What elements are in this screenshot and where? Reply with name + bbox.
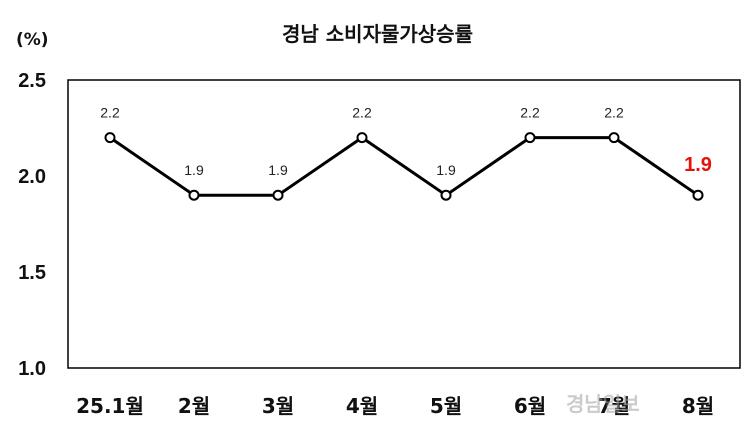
data-label: 1.9 xyxy=(436,162,456,178)
data-point-marker xyxy=(104,132,116,144)
data-label: 1.9 xyxy=(268,162,288,178)
data-label: 1.9 xyxy=(184,162,204,178)
x-tick-label: 5월 xyxy=(430,394,462,418)
data-point-marker xyxy=(440,189,452,201)
data-point-marker xyxy=(188,189,200,201)
data-label: 2.2 xyxy=(100,105,120,121)
data-point-marker xyxy=(692,189,704,201)
data-label: 2.2 xyxy=(352,105,372,121)
data-point-marker xyxy=(524,132,536,144)
x-tick-label: 8월 xyxy=(682,394,714,418)
x-tick-label: 2월 xyxy=(178,394,210,418)
chart-title: 경남 소비자물가상승률 xyxy=(282,22,473,46)
series-line xyxy=(109,136,699,197)
y-tick-label: 2.5 xyxy=(18,70,46,92)
x-tick-label: 6월 xyxy=(514,394,546,418)
data-label: 2.2 xyxy=(604,105,624,121)
x-tick-label: 7월 xyxy=(598,394,630,418)
x-tick-label: 4월 xyxy=(346,394,378,418)
data-point-marker xyxy=(356,132,368,144)
data-point-marker xyxy=(608,132,620,144)
y-axis-unit-label: (%) xyxy=(16,30,49,50)
y-tick-label: 2.0 xyxy=(18,166,46,188)
plot-area-frame xyxy=(67,79,741,369)
data-label-highlighted: 1.9 xyxy=(684,154,712,176)
watermark-logo: 경남일보 xyxy=(566,392,640,416)
y-tick-label: 1.0 xyxy=(18,358,46,380)
x-tick-label: 25.1월 xyxy=(76,394,144,418)
data-label: 2.2 xyxy=(520,105,540,121)
x-tick-label: 3월 xyxy=(262,394,294,418)
data-point-marker xyxy=(272,189,284,201)
y-tick-label: 1.5 xyxy=(18,262,46,284)
